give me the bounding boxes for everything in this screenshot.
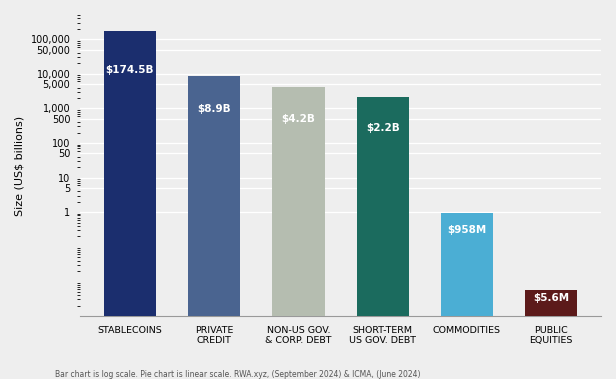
Bar: [272, 87, 325, 379]
Bar: [188, 75, 240, 379]
Text: $958M: $958M: [447, 225, 487, 235]
Bar: [357, 97, 409, 379]
Text: $174.5B: $174.5B: [106, 65, 154, 75]
Y-axis label: Size (US$ billions): Size (US$ billions): [15, 115, 25, 216]
Text: Bar chart is log scale. Pie chart is linear scale. RWA.xyz, (September 2024) & I: Bar chart is log scale. Pie chart is lin…: [55, 370, 421, 379]
Text: $5.6M: $5.6M: [533, 293, 569, 303]
Bar: [525, 290, 577, 379]
Bar: [441, 213, 493, 379]
Bar: [104, 31, 156, 379]
Text: $2.2B: $2.2B: [366, 123, 400, 133]
Text: $4.2B: $4.2B: [282, 114, 315, 124]
Text: $8.9B: $8.9B: [197, 104, 231, 114]
